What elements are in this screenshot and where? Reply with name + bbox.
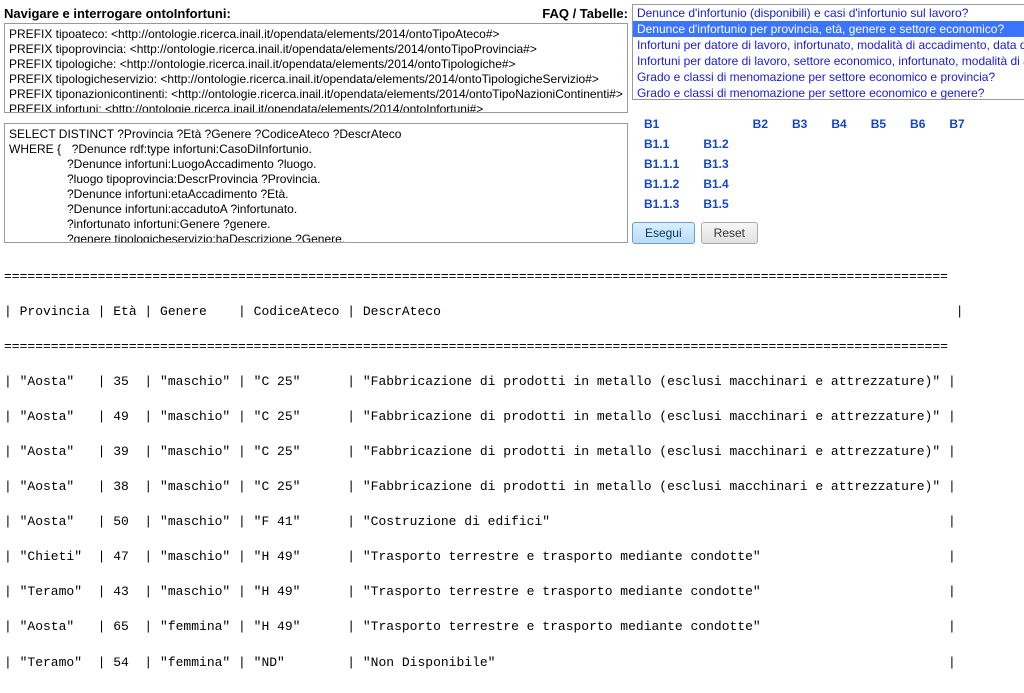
prefixes-box[interactable]: PREFIX tipoateco: <http://ontologie.rice… <box>4 23 628 113</box>
results-row: | "Aosta" | 50 | "maschio" | "F 41" | "C… <box>4 513 1020 531</box>
bnav-link[interactable]: B1.1.3 <box>632 194 691 214</box>
bnav-link[interactable]: B7 <box>937 114 976 134</box>
results-row: | "Aosta" | 49 | "maschio" | "C 25" | "F… <box>4 408 1020 426</box>
run-button[interactable]: Esegui <box>632 222 695 244</box>
bnav-link[interactable]: B1.4 <box>691 174 740 194</box>
query-line: ?Denunce infortuni:accadutoA ?infortunat… <box>9 202 623 217</box>
prefix-line: PREFIX tiponazionicontinenti: <http://on… <box>9 87 623 102</box>
bnav-link[interactable]: B4 <box>819 114 858 134</box>
query-box[interactable]: SELECT DISTINCT ?Provincia ?Età ?Genere … <box>4 123 628 243</box>
bnav-link[interactable]: B1 <box>632 114 691 134</box>
query-line: ?Denunce infortuni:etaAccadimento ?Età. <box>9 187 623 202</box>
results-row: | "Aosta" | 35 | "maschio" | "C 25" | "F… <box>4 373 1020 391</box>
bnav-link[interactable]: B1.3 <box>691 154 740 174</box>
results-row: | "Chieti" | 47 | "maschio" | "H 49" | "… <box>4 548 1020 566</box>
results-border: ========================================… <box>4 338 1020 356</box>
reset-button[interactable]: Reset <box>701 222 758 244</box>
results-row: | "Teramo" | 54 | "femmina" | "ND" | "No… <box>4 654 1020 672</box>
faq-item[interactable]: Infortuni per datore di lavoro, settore … <box>633 53 1024 69</box>
results-output: ========================================… <box>4 250 1020 689</box>
bnav-link <box>691 114 740 134</box>
faq-item[interactable]: Denunce d'infortunio (disponibili) e cas… <box>633 5 1024 21</box>
b-navigation: B1 B2 B3 B4 B5 B6 B7 B1.1 B1.2 B1.1.1 B1… <box>632 114 1024 214</box>
bnav-link[interactable]: B3 <box>780 114 819 134</box>
results-row: | "Aosta" | 38 | "maschio" | "C 25" | "F… <box>4 478 1020 496</box>
query-where: WHERE { <box>9 142 61 157</box>
query-line: ?Denunce rdf:type infortuni:CasoDiInfort… <box>72 142 312 156</box>
prefix-line: PREFIX tipologiche: <http://ontologie.ri… <box>9 57 623 72</box>
query-line: ?genere tipologicheservizio:haDescrizion… <box>9 232 623 243</box>
results-row: | "Teramo" | 43 | "maschio" | "H 49" | "… <box>4 583 1020 601</box>
bnav-link[interactable]: B5 <box>859 114 898 134</box>
results-header: | Provincia | Età | Genere | CodiceAteco… <box>4 303 1020 321</box>
results-row: | "Aosta" | 65 | "femmina" | "H 49" | "T… <box>4 618 1020 636</box>
prefix-line: PREFIX tipoprovincia: <http://ontologie.… <box>9 42 623 57</box>
bnav-link[interactable]: B1.5 <box>691 194 740 214</box>
faq-item[interactable]: Infortuni per datore di lavoro, infortun… <box>633 37 1024 53</box>
faq-item[interactable]: Grado e classi di menomazione per settor… <box>633 69 1024 85</box>
query-line: ?luogo tipoprovincia:DescrProvincia ?Pro… <box>9 172 623 187</box>
title-left: Navigare e interrogare ontoInfortuni: <box>4 6 231 21</box>
prefix-line: PREFIX infortuni: <http://ontologie.rice… <box>9 102 623 113</box>
bnav-link[interactable]: B1.1 <box>632 134 691 154</box>
results-row: | "Aosta" | 39 | "maschio" | "C 25" | "F… <box>4 443 1020 461</box>
query-select: SELECT DISTINCT ?Provincia ?Età ?Genere … <box>9 127 623 142</box>
bnav-link[interactable]: B1.2 <box>691 134 740 154</box>
query-line: ?Denunce infortuni:LuogoAccadimento ?luo… <box>9 157 623 172</box>
prefix-line: PREFIX tipoateco: <http://ontologie.rice… <box>9 27 623 42</box>
bnav-link[interactable]: B2 <box>741 114 780 134</box>
bnav-link[interactable]: B6 <box>898 114 937 134</box>
bnav-link[interactable]: B1.1.1 <box>632 154 691 174</box>
faq-list[interactable]: Denunce d'infortunio (disponibili) e cas… <box>632 4 1024 100</box>
prefix-line: PREFIX tipologicheservizio: <http://onto… <box>9 72 623 87</box>
query-line: ?infortunato infortuni:Genere ?genere. <box>9 217 623 232</box>
bnav-link[interactable]: B1.1.2 <box>632 174 691 194</box>
results-border: ========================================… <box>4 268 1020 286</box>
faq-item[interactable]: Denunce d'infortunio per provincia, età,… <box>633 21 1024 37</box>
title-right: FAQ / Tabelle: <box>542 6 628 21</box>
faq-item[interactable]: Grado e classi di menomazione per settor… <box>633 85 1024 100</box>
